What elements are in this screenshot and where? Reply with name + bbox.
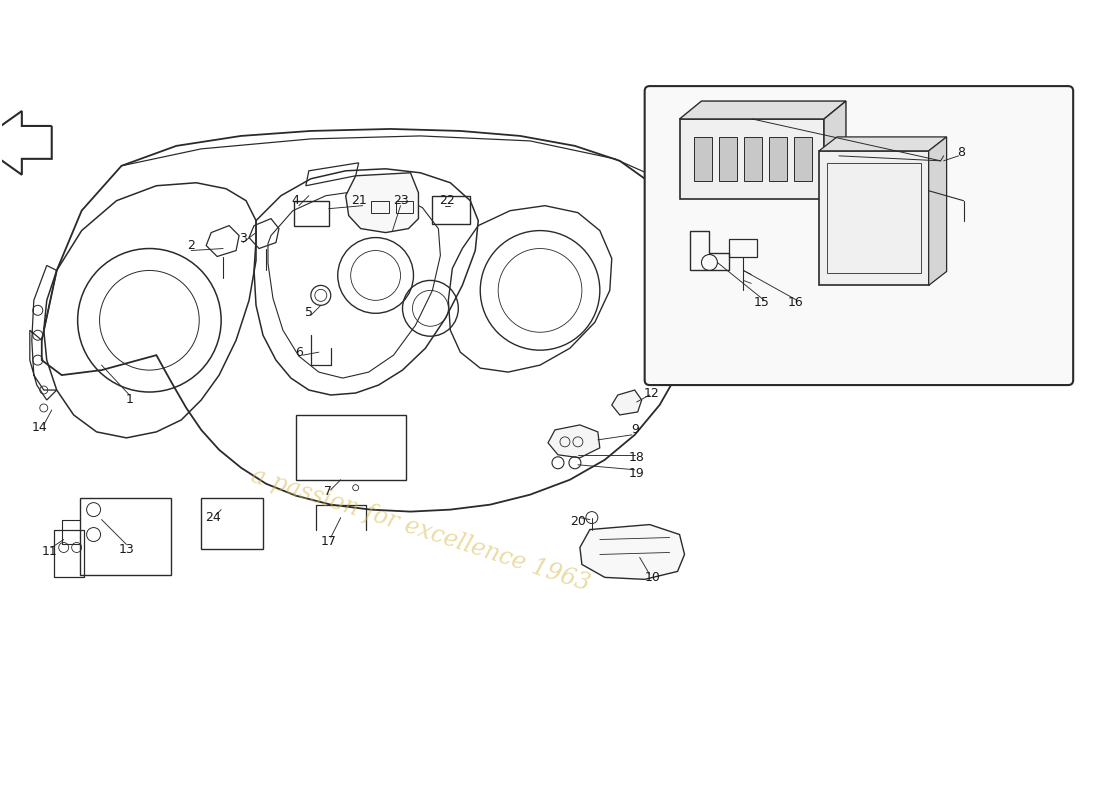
- Bar: [79, 498, 172, 575]
- Text: 1: 1: [125, 394, 133, 406]
- Text: 12: 12: [644, 386, 660, 399]
- Text: 2: 2: [187, 239, 195, 252]
- Bar: [54, 530, 84, 578]
- Polygon shape: [548, 425, 600, 458]
- Bar: [694, 137, 713, 181]
- Bar: [729, 238, 757, 257]
- Bar: [432, 196, 471, 224]
- Text: 19: 19: [629, 467, 645, 480]
- Text: 7: 7: [323, 485, 332, 498]
- Polygon shape: [928, 137, 947, 286]
- Text: 11: 11: [42, 545, 57, 558]
- Bar: [827, 163, 921, 274]
- Text: 23: 23: [393, 194, 408, 207]
- Text: 17: 17: [321, 535, 337, 548]
- Text: 14: 14: [32, 422, 47, 434]
- Bar: [794, 137, 812, 181]
- Text: 22: 22: [440, 194, 455, 207]
- Polygon shape: [824, 101, 846, 198]
- Text: a passion for excellence 1963: a passion for excellence 1963: [249, 464, 593, 595]
- Text: 3: 3: [239, 232, 248, 245]
- Polygon shape: [612, 390, 641, 415]
- Polygon shape: [580, 525, 684, 579]
- Text: 4: 4: [292, 194, 299, 207]
- Text: 15: 15: [754, 296, 769, 309]
- Bar: [296, 415, 406, 480]
- Polygon shape: [345, 173, 418, 233]
- Bar: [396, 201, 414, 213]
- Bar: [769, 137, 788, 181]
- Text: 16: 16: [788, 296, 803, 309]
- Text: 20: 20: [570, 515, 586, 528]
- Text: 10: 10: [645, 571, 661, 584]
- Bar: [294, 201, 329, 226]
- Bar: [745, 137, 762, 181]
- Bar: [820, 151, 928, 286]
- Text: 9: 9: [630, 423, 639, 436]
- Text: 5: 5: [305, 306, 312, 319]
- Bar: [719, 137, 737, 181]
- Text: 24: 24: [206, 511, 221, 524]
- Polygon shape: [820, 137, 947, 151]
- Text: 6: 6: [295, 346, 302, 358]
- Polygon shape: [680, 101, 846, 119]
- Bar: [201, 498, 263, 550]
- Bar: [371, 201, 388, 213]
- FancyBboxPatch shape: [645, 86, 1074, 385]
- Text: 13: 13: [119, 543, 134, 556]
- Text: 21: 21: [351, 194, 366, 207]
- Text: 8: 8: [958, 146, 966, 159]
- Bar: [680, 119, 824, 198]
- Text: 18: 18: [629, 451, 645, 464]
